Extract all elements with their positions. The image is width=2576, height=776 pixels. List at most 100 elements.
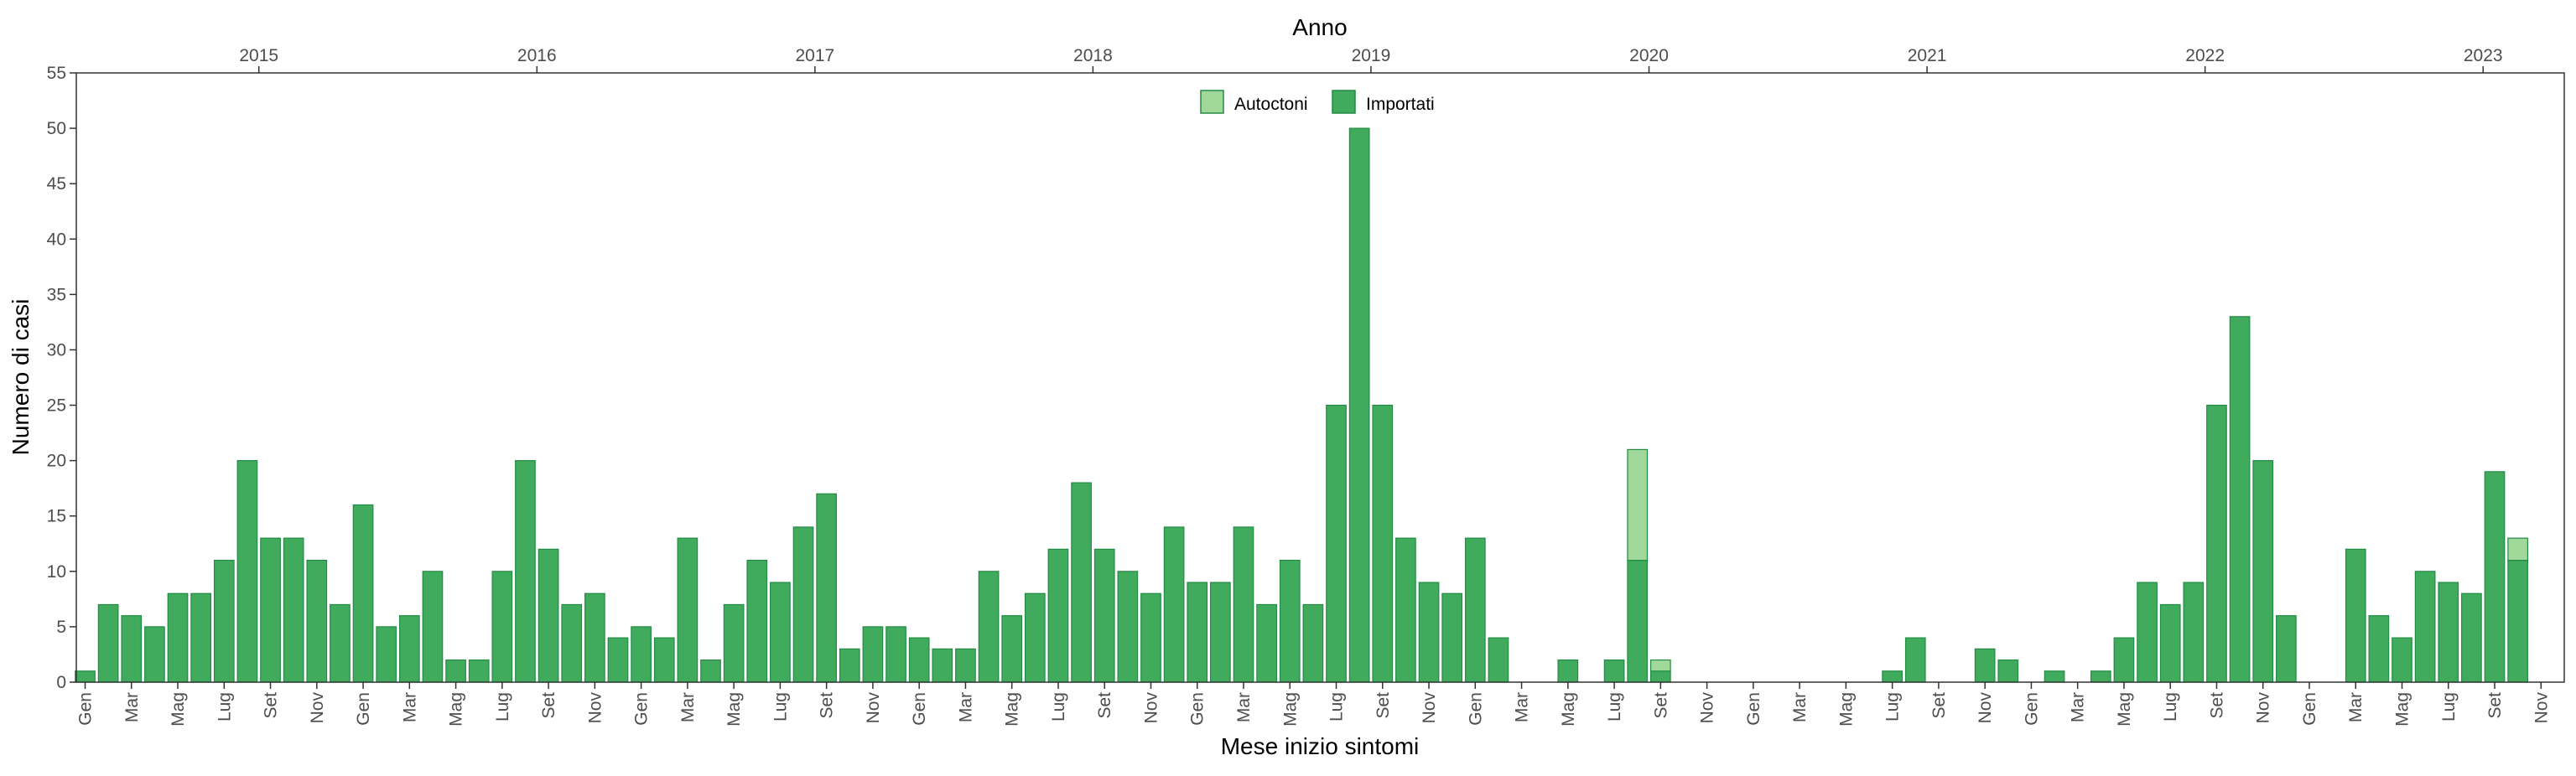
- bar-importati: [2392, 638, 2412, 682]
- x-tick-label: Nov: [1420, 692, 1439, 724]
- x-tick-label: Mar: [1790, 692, 1810, 722]
- bar-importati: [793, 527, 813, 682]
- bar-importati: [932, 649, 953, 682]
- y-tick-label: 50: [47, 119, 66, 138]
- bar-importati: [585, 593, 605, 682]
- y-tick-label: 0: [56, 673, 66, 692]
- x-tick-label: Mar: [2346, 692, 2366, 722]
- bar-importati: [2160, 604, 2180, 682]
- bar-importati: [909, 638, 929, 682]
- bar-importati: [283, 538, 304, 682]
- bar-importati: [701, 660, 721, 682]
- x-tick-label: Lug: [771, 692, 790, 722]
- x-tick-label: Gen: [910, 692, 929, 726]
- x-tick-label: Set: [1095, 692, 1114, 719]
- x-tick-label: Set: [1929, 692, 1949, 719]
- x-tick-label: Lug: [1605, 692, 1624, 722]
- bar-importati: [1419, 582, 1439, 682]
- x-tick-label: Gen: [2300, 692, 2319, 726]
- x-tick-label: Mag: [1280, 692, 1300, 727]
- x-tick-label: Lug: [1883, 692, 1903, 722]
- bar-importati: [1026, 593, 1046, 682]
- x2-tick-label: 2023: [2464, 46, 2503, 65]
- bar-importati: [330, 604, 351, 682]
- bars-layer: [75, 128, 2528, 682]
- bar-importati: [1651, 671, 1671, 682]
- bar-importati: [1094, 549, 1114, 682]
- x-axis-months: Gen Mar Mag Lug Set Nov Gen Mar Mag Lug Set Nov Gen M…: [76, 682, 2576, 727]
- x-axis-title: Mese inizio sintomi: [1221, 733, 1420, 759]
- x-tick-label: Mag: [1003, 692, 1022, 727]
- x-tick-label: Mar: [2069, 692, 2088, 722]
- bar-importati: [2207, 406, 2227, 682]
- x2-tick-label: 2022: [2185, 46, 2225, 65]
- bar-importati: [2044, 671, 2064, 682]
- legend-label: Autoctoni: [1234, 95, 1308, 114]
- x-tick-label: Gen: [632, 692, 652, 726]
- bar-importati: [1349, 128, 1369, 682]
- bar-importati: [1002, 616, 1022, 682]
- bar-importati: [2091, 671, 2111, 682]
- bar-importati: [1975, 649, 1995, 682]
- bar-importati: [840, 649, 860, 682]
- bar-importati: [122, 616, 142, 682]
- bar-importati: [956, 649, 976, 682]
- x-tick-label: Mar: [400, 692, 419, 722]
- x-tick-label: Nov: [585, 692, 605, 724]
- x-tick-label: Mag: [169, 692, 188, 727]
- bar-autoctoni: [1628, 449, 1648, 560]
- bar-importati: [2230, 317, 2250, 682]
- x-tick-label: Set: [818, 692, 837, 719]
- legend: Autoctoni Importati: [1201, 91, 1435, 114]
- bar-importati: [562, 604, 582, 682]
- bar-importati: [817, 494, 837, 682]
- bar-importati: [168, 593, 188, 682]
- bar-importati: [1233, 527, 1254, 682]
- y-tick-label: 40: [47, 230, 66, 249]
- bar-importati: [1604, 660, 1624, 682]
- y-tick-label: 30: [47, 340, 66, 360]
- bar-importati: [2438, 582, 2459, 682]
- bar-importati: [2415, 572, 2435, 682]
- bar-importati: [1327, 406, 1347, 682]
- bar-importati: [469, 660, 489, 682]
- x2-tick-label: 2018: [1073, 46, 1113, 65]
- bar-importati: [631, 627, 652, 682]
- bar-importati: [1303, 604, 1323, 682]
- bar-importati: [979, 572, 999, 682]
- bar-importati: [423, 572, 443, 682]
- x-tick-label: Nov: [1142, 692, 1161, 724]
- legend-swatch: [1201, 91, 1223, 113]
- bar-importati: [1883, 671, 1903, 682]
- bar-importati: [678, 538, 698, 682]
- x2-tick-label: 2015: [239, 46, 278, 65]
- bar-importati: [2253, 461, 2273, 682]
- x-tick-label: Nov: [1976, 692, 1995, 724]
- y-tick-label: 35: [47, 285, 66, 304]
- bar-importati: [1280, 561, 1301, 682]
- bar-importati: [191, 593, 211, 682]
- y-tick-label: 55: [47, 64, 66, 83]
- bar-importati: [2277, 616, 2297, 682]
- bar-importati: [75, 671, 96, 682]
- x-tick-label: Nov: [308, 692, 327, 724]
- bar-importati: [1998, 660, 2018, 682]
- bar-importati: [2114, 638, 2134, 682]
- legend-label: Importati: [1366, 95, 1435, 114]
- x-tick-label: Gen: [2022, 692, 2041, 726]
- bar-importati: [1488, 638, 1509, 682]
- legend-swatch: [1332, 91, 1355, 113]
- x-tick-label: Nov: [2532, 692, 2551, 724]
- bar-importati: [1072, 483, 1092, 682]
- bar-importati: [2462, 593, 2482, 682]
- x-tick-label: Lug: [1049, 692, 1068, 722]
- x2-axis-title: Anno: [1292, 14, 1347, 40]
- x-tick-label: Set: [262, 692, 281, 719]
- x-tick-label: Lug: [2439, 692, 2459, 722]
- bar-importati: [1373, 406, 1393, 682]
- x-tick-label: Set: [2485, 692, 2505, 719]
- bar-importati: [2369, 616, 2389, 682]
